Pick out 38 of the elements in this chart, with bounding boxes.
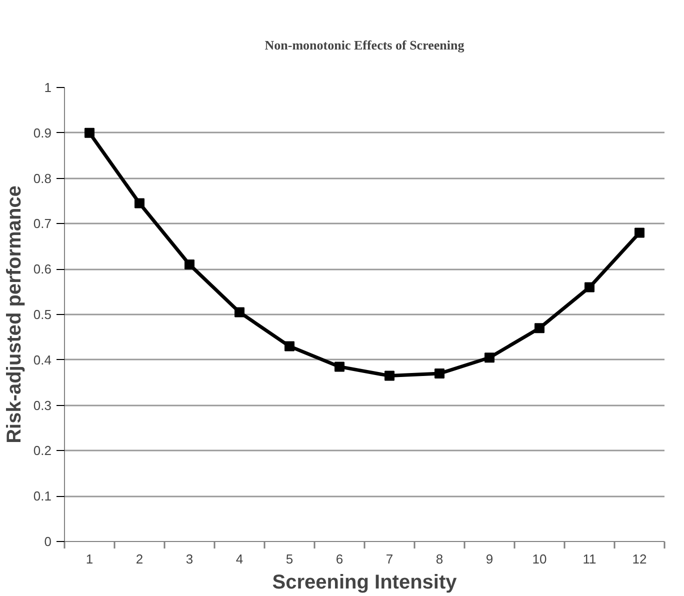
y-tick-label: 0.1 [33, 488, 52, 504]
point [84, 128, 94, 138]
point [284, 341, 294, 352]
x-tick-label: 12 [632, 552, 647, 566]
point [434, 368, 444, 379]
chart-title: Non-monotonic Effects of Screening [264, 38, 465, 52]
x-tick-label: 8 [436, 552, 444, 566]
x-tick-label: 9 [486, 552, 494, 566]
x-tick-label: 2 [136, 552, 144, 566]
x-tick-label: 10 [532, 552, 547, 566]
point [384, 370, 394, 381]
y-tick-label: 0.6 [33, 262, 52, 277]
point [334, 362, 344, 372]
y-tick-label: 0 [44, 534, 52, 549]
y-axis-title: Risk-adjusted performance [3, 186, 26, 444]
point [634, 228, 644, 238]
y-tick-label: 0.3 [33, 398, 52, 413]
y-tick-label: 0.8 [33, 170, 52, 186]
x-tick-label: 5 [286, 552, 294, 566]
x-tick-label: 1 [86, 552, 94, 566]
y-tick-label: 0.4 [33, 352, 52, 368]
x-tick-label: 6 [336, 552, 344, 566]
point [234, 307, 244, 318]
point [534, 323, 544, 334]
point [134, 198, 144, 208]
y-tick-label: 0.5 [33, 307, 52, 322]
x-tick-label: 11 [582, 552, 596, 566]
point [484, 352, 494, 363]
x-tick-label: 3 [186, 552, 194, 566]
y-tick-label: 0.2 [33, 443, 52, 458]
x-axis-title: Screening Intensity [272, 572, 458, 594]
y-tick-label: 0.7 [33, 216, 52, 232]
x-tick-label: 7 [386, 552, 394, 566]
x-tick-label: 4 [236, 552, 244, 566]
point [184, 260, 194, 270]
y-tick-label: 1 [44, 80, 52, 95]
y-tick-label: 0.9 [33, 125, 52, 140]
point [584, 282, 594, 292]
